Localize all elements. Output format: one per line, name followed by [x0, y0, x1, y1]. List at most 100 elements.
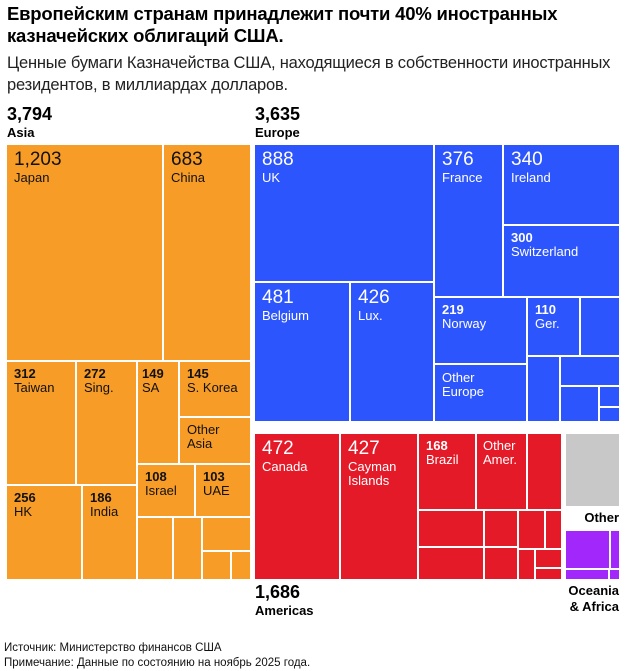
tile-value: 272 [84, 366, 106, 381]
tile-china: 683 China [164, 145, 250, 360]
tile-europe-small [600, 408, 619, 421]
tile-label: Taiwan [14, 380, 55, 396]
source-note: Источник: Министерство финансов США [4, 642, 222, 654]
europe-label: Europe [255, 125, 300, 140]
tile-cayman-islands: 427 Cayman Islands [341, 434, 417, 579]
tile-americas-small [536, 550, 561, 567]
tile-americas-small [546, 511, 561, 548]
tile-label: Other Europe [442, 370, 484, 400]
footnote: Примечание: Данные по состоянию на ноябр… [4, 657, 311, 669]
tile-label: Sing. [84, 380, 114, 396]
tile-americas-small [528, 434, 561, 509]
tile-other-asia: Other Asia [180, 418, 250, 463]
tile-value: 186 [90, 490, 112, 505]
tile-label: Canada [262, 458, 308, 474]
tile-value: 376 [442, 149, 474, 170]
tile-france: 376 France [435, 145, 502, 296]
tile-value: 472 [262, 438, 294, 459]
tile-singapore: 272 Sing. [77, 362, 136, 484]
tile-value: 168 [426, 438, 448, 453]
tile-value: 256 [14, 490, 36, 505]
tile-value: 108 [145, 469, 167, 484]
tile-label: Other Amer. [483, 438, 517, 468]
tile-oceania-africa [611, 531, 619, 568]
tile-taiwan: 312 Taiwan [7, 362, 75, 484]
tile-label: Cayman Islands [348, 458, 397, 489]
tile-americas-small [485, 511, 517, 546]
tile-switzerland: 300 Switzerland [504, 226, 619, 296]
tile-europe-small [561, 357, 619, 385]
tile-label: HK [14, 504, 33, 520]
tile-label: Switzerland [511, 244, 579, 260]
tile-value: 426 [358, 287, 390, 308]
tile-brazil: 168 Brazil [419, 434, 475, 509]
tile-japan: 1,203 Japan [7, 145, 162, 360]
tile-label: Japan [14, 169, 50, 185]
tile-value: 427 [348, 438, 380, 459]
tile-label: Norway [442, 316, 487, 332]
tile-label: S. Korea [187, 380, 238, 396]
tile-oceania-africa [610, 570, 619, 579]
tile-value: 888 [262, 149, 294, 170]
tile-label: China [171, 169, 205, 185]
europe-total: 3,635 [255, 104, 301, 124]
tile-europe-small [528, 357, 559, 421]
tile-canada: 472 Canada [255, 434, 339, 579]
tile-oceania-africa [566, 531, 609, 568]
tile-value: 103 [203, 469, 225, 484]
tile-europe-small [581, 298, 619, 355]
tile-label: Israel [145, 483, 177, 499]
tile-label: Ger. [535, 316, 560, 332]
tile-europe-small [561, 387, 598, 421]
chart-title: Европейским странам принадлежит почти 40… [7, 3, 558, 46]
tile-norway: 219 Norway [435, 298, 526, 363]
tile-other [566, 434, 619, 506]
tile-value: 145 [187, 366, 209, 381]
tile-value: 312 [14, 366, 36, 381]
tile-label: SA [142, 380, 160, 396]
tile-value: 340 [511, 149, 543, 170]
tile-label: UAE [203, 483, 230, 499]
tile-value: 481 [262, 287, 294, 308]
tile-asia-small [232, 552, 250, 579]
tile-asia-small [203, 552, 230, 579]
tile-label: Brazil [426, 452, 459, 468]
tile-oceania-africa [566, 570, 608, 579]
tile-ireland: 340 Ireland [504, 145, 619, 224]
tile-germany: 110 Ger. [528, 298, 579, 355]
tile-uk: 888 UK [255, 145, 433, 281]
tile-uae: 103 UAE [196, 465, 250, 516]
tile-value: 1,203 [14, 149, 62, 170]
chart-subtitle: Ценные бумаги Казначейства США, находящи… [7, 54, 611, 94]
tile-sa: 149 SA [138, 362, 178, 463]
tile-value: 683 [171, 149, 203, 170]
tile-americas-small [419, 511, 483, 546]
tile-s-korea: 145 S. Korea [180, 362, 250, 416]
tile-value: 149 [142, 366, 164, 381]
tile-americas-small [519, 511, 544, 548]
tile-label: Ireland [511, 169, 551, 185]
tile-label: Lux. [358, 307, 383, 323]
other-label: Other [584, 510, 619, 525]
tile-americas-small [536, 569, 561, 579]
tile-label: UK [262, 169, 281, 185]
tile-label: Belgium [262, 307, 309, 323]
oceania-africa-label: Oceania & Africa [568, 583, 619, 614]
tile-asia-small [203, 518, 250, 550]
asia-total: 3,794 [7, 104, 53, 124]
tile-value: 110 [535, 302, 556, 317]
tile-value: 219 [442, 302, 464, 317]
americas-total: 1,686 [255, 582, 301, 602]
tile-israel: 108 Israel [138, 465, 194, 516]
tile-europe-small [600, 387, 619, 406]
tile-americas-small [419, 548, 483, 579]
americas-label: Americas [255, 603, 314, 618]
asia-label: Asia [7, 125, 35, 140]
tile-label: France [442, 169, 483, 185]
tile-other-americas: Other Amer. [477, 434, 526, 509]
tile-other-europe: Other Europe [435, 365, 526, 421]
tile-belgium: 481 Belgium [255, 283, 349, 421]
tile-value: 300 [511, 230, 533, 245]
tile-label: India [90, 504, 119, 520]
tile-india: 186 India [83, 486, 136, 579]
